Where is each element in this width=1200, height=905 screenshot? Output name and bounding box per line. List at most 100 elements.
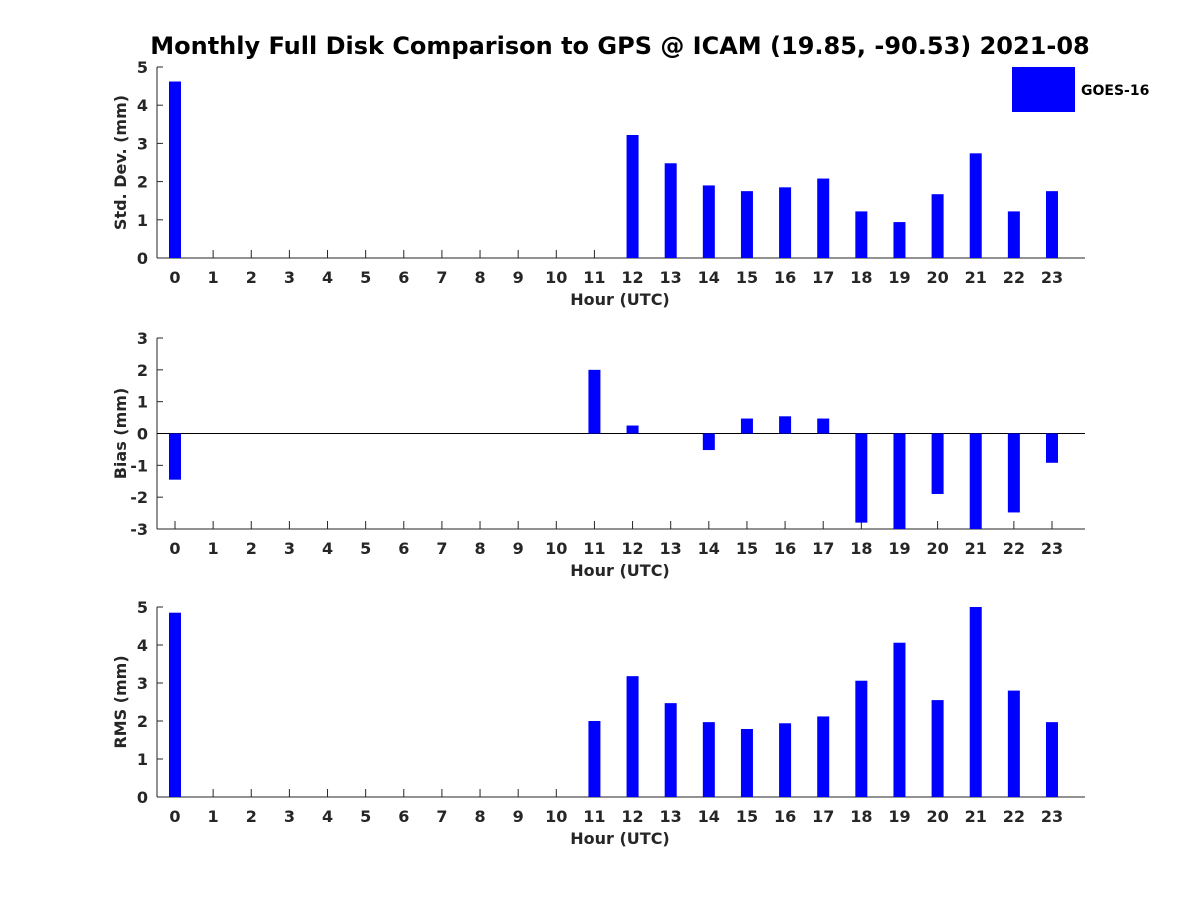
std-dev-x-axis-label: Hour (UTC) (570, 290, 670, 309)
std-dev-x-tick-label: 13 (660, 268, 682, 287)
bias-y-tick-label: -3 (130, 520, 148, 539)
std-dev-bar (817, 178, 830, 258)
bias-y-axis-label: Bias (mm) (111, 388, 130, 480)
std-dev-y-tick-label: 3 (137, 134, 148, 153)
bias-x-tick-label: 4 (322, 539, 333, 558)
chart-title: Monthly Full Disk Comparison to GPS @ IC… (150, 32, 1090, 60)
bias-bar (931, 433, 944, 494)
rms-bar (588, 721, 601, 797)
std-dev-bar (931, 194, 944, 258)
std-dev-bar (169, 81, 181, 259)
rms-x-axis-label: Hour (UTC) (570, 829, 670, 848)
bias-bar (817, 418, 830, 434)
bias-x-axis-label: Hour (UTC) (570, 561, 670, 580)
rms-bar (855, 680, 868, 797)
std-dev-bar (1007, 211, 1020, 258)
rms-x-tick-label: 10 (545, 807, 567, 826)
std-dev-bar (1045, 191, 1058, 258)
std-dev-bar (855, 211, 868, 258)
rms-bar (779, 723, 792, 797)
rms-bar (969, 607, 982, 797)
rms-bar (893, 642, 906, 797)
bias-bar (169, 433, 181, 480)
std-dev-x-tick-label: 2 (246, 268, 257, 287)
std-dev-bar (779, 187, 792, 258)
std-dev-y-axis-label: Std. Dev. (mm) (111, 95, 130, 230)
bias-x-tick-label: 5 (360, 539, 371, 558)
bias-x-tick-label: 9 (513, 539, 524, 558)
bias-bar (626, 425, 639, 434)
rms-x-tick-label: 16 (774, 807, 796, 826)
rms-x-tick-label: 9 (513, 807, 524, 826)
bias-x-tick-label: 12 (621, 539, 643, 558)
bias-x-tick-label: 6 (398, 539, 409, 558)
std-dev-x-tick-label: 14 (698, 268, 720, 287)
std-dev-bar (893, 222, 906, 258)
rms-bar (626, 676, 639, 797)
rms-x-tick-label: 23 (1041, 807, 1063, 826)
rms-x-tick-label: 5 (360, 807, 371, 826)
bias-bar (779, 416, 792, 434)
std-dev-x-tick-label: 23 (1041, 268, 1063, 287)
rms-x-tick-label: 3 (284, 807, 295, 826)
rms-x-tick-label: 2 (246, 807, 257, 826)
bias-x-tick-label: 19 (888, 539, 910, 558)
bias-x-tick-label: 20 (926, 539, 948, 558)
rms-bar (1007, 690, 1020, 797)
std-dev-y-tick-label: 0 (137, 249, 148, 268)
bias-x-tick-label: 22 (1003, 539, 1025, 558)
legend-label: GOES-16 (1081, 83, 1149, 99)
bias-y-tick-label: -2 (130, 488, 148, 507)
std-dev-y-tick-label: 1 (137, 211, 148, 230)
rms-x-tick-label: 1 (208, 807, 219, 826)
bias-bar (702, 433, 715, 451)
std-dev-bar (740, 191, 753, 258)
rms-x-tick-label: 15 (736, 807, 758, 826)
rms-x-tick-label: 18 (850, 807, 872, 826)
rms-bar (169, 612, 181, 797)
std-dev-x-tick-label: 9 (513, 268, 524, 287)
bias-y-tick-label: 0 (137, 425, 148, 444)
std-dev-x-tick-label: 12 (621, 268, 643, 287)
rms-bar (664, 703, 677, 797)
rms-bar (931, 700, 944, 797)
std-dev-x-tick-label: 7 (436, 268, 447, 287)
std-dev-bar (664, 163, 677, 258)
rms-y-tick-label: 0 (137, 788, 148, 807)
bias-x-tick-label: 16 (774, 539, 796, 558)
std-dev-x-tick-label: 5 (360, 268, 371, 287)
rms-y-tick-label: 4 (137, 636, 148, 655)
bias-x-tick-label: 15 (736, 539, 758, 558)
bias-x-tick-label: 3 (284, 539, 295, 558)
legend: GOES-16 (1012, 67, 1149, 112)
rms-y-axis-label: RMS (mm) (111, 655, 130, 748)
bias-x-tick-label: 21 (965, 539, 987, 558)
std-dev-x-tick-label: 10 (545, 268, 567, 287)
std-dev-bar (969, 153, 982, 258)
bias-y-tick-label: 1 (137, 393, 148, 412)
bias-x-tick-label: 23 (1041, 539, 1063, 558)
std-dev-x-tick-label: 17 (812, 268, 834, 287)
bias-x-tick-label: 0 (169, 539, 180, 558)
rms-x-tick-label: 22 (1003, 807, 1025, 826)
std-dev-x-tick-label: 11 (583, 268, 605, 287)
rms-x-tick-label: 11 (583, 807, 605, 826)
bias-bar (1007, 433, 1020, 513)
rms-y-tick-label: 3 (137, 674, 148, 693)
bias-bar (893, 433, 906, 529)
bias-x-tick-label: 13 (660, 539, 682, 558)
rms-x-tick-label: 7 (436, 807, 447, 826)
std-dev-x-tick-label: 15 (736, 268, 758, 287)
legend-swatch (1012, 67, 1075, 112)
rms-x-tick-label: 6 (398, 807, 409, 826)
rms-x-tick-label: 4 (322, 807, 333, 826)
std-dev-x-tick-label: 18 (850, 268, 872, 287)
bias-y-tick-label: -1 (130, 456, 148, 475)
rms-bar (702, 722, 715, 797)
bias-bar (1045, 433, 1058, 463)
